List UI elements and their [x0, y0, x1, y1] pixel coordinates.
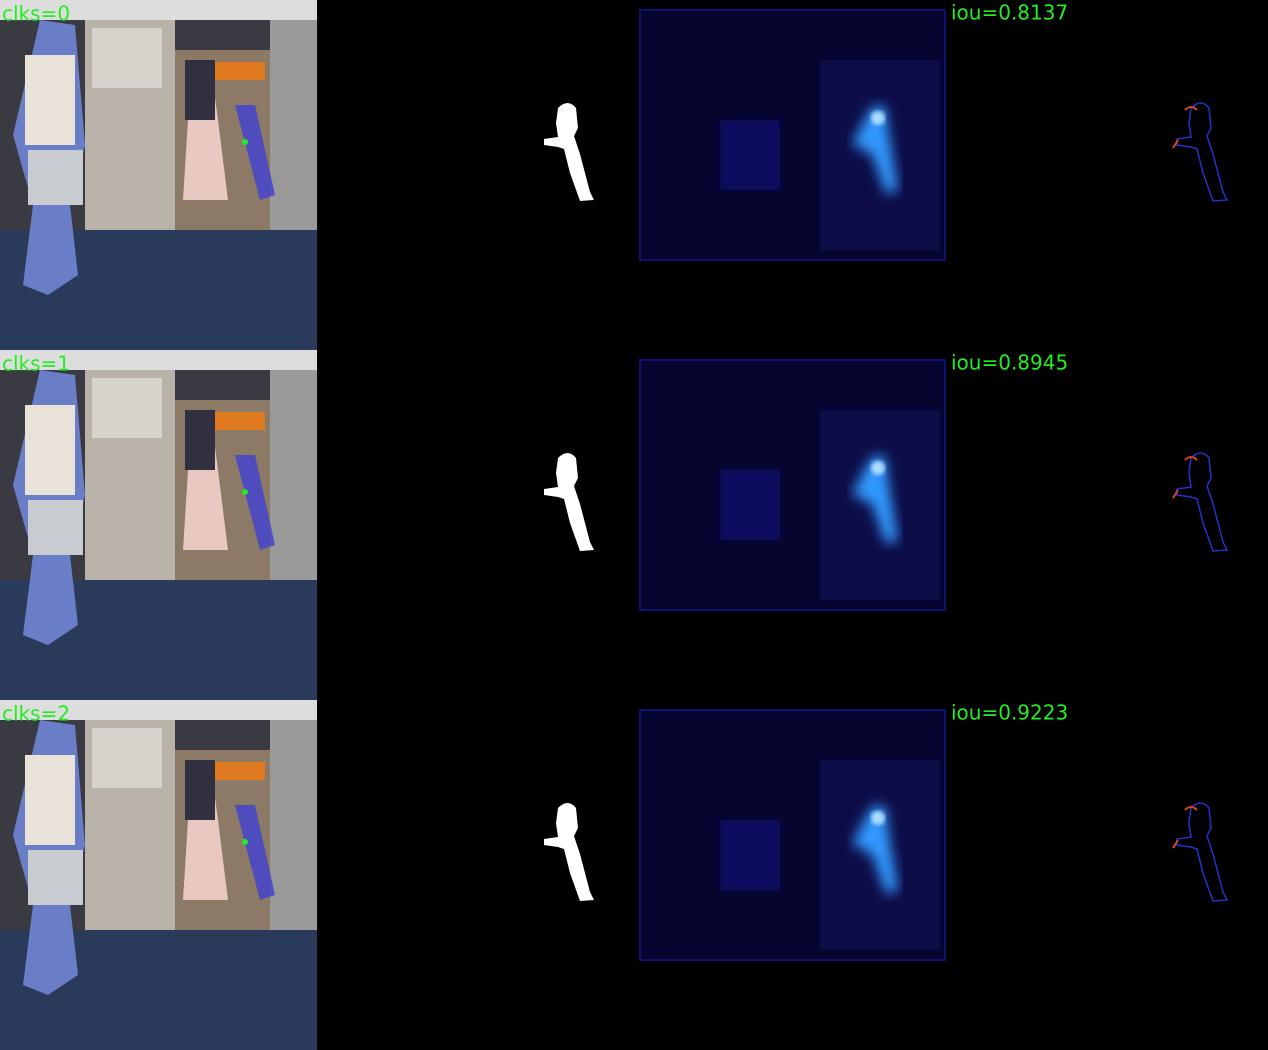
iou-label: iou=0.8137 — [951, 1, 1068, 25]
click-count-label: clks=1 — [2, 352, 70, 376]
click-count-label: clks=0 — [2, 2, 70, 26]
iou-label: iou=0.9223 — [951, 701, 1068, 725]
predicted-mask — [317, 350, 634, 700]
error-map — [951, 350, 1268, 700]
iou-label: iou=0.8945 — [951, 351, 1068, 375]
probability-map — [634, 0, 951, 350]
probability-map — [634, 350, 951, 700]
result-row: clks=0 iou=0.8137 — [0, 0, 1268, 350]
probability-map — [634, 700, 951, 1050]
input-image — [0, 0, 317, 350]
predicted-mask — [317, 0, 634, 350]
result-row: clks=2 iou=0.9223 — [0, 700, 1268, 1050]
result-row: clks=1 iou=0.8945 — [0, 350, 1268, 700]
click-count-label: clks=2 — [2, 702, 70, 726]
input-image — [0, 350, 317, 700]
predicted-mask — [317, 700, 634, 1050]
input-image — [0, 700, 317, 1050]
error-map — [951, 700, 1268, 1050]
error-map — [951, 0, 1268, 350]
